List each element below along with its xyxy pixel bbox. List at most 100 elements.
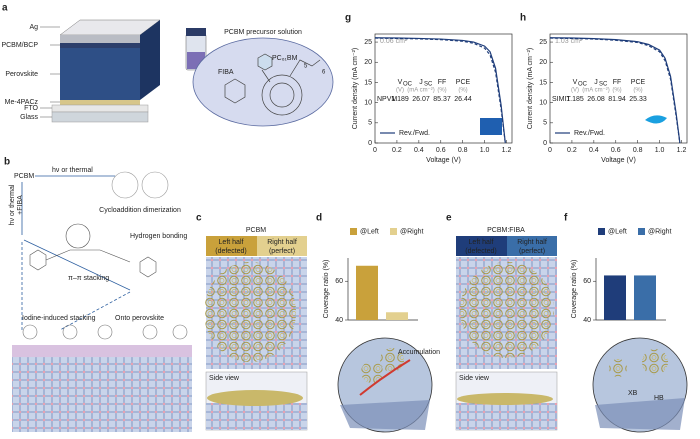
logo	[645, 115, 667, 124]
panel-label: d	[316, 213, 322, 224]
legend-swatch	[390, 228, 397, 235]
table-header-sub: OC	[578, 82, 588, 88]
annotation: HB	[654, 395, 664, 402]
y-axis-label: Coverage ratio (%)	[323, 260, 330, 319]
y-axis-label: Coverage ratio (%)	[571, 260, 578, 319]
y-axis-label: Current density (mA cm⁻²)	[527, 48, 534, 130]
iodine-text: Iodine-induced stacking	[22, 315, 96, 322]
table-header: V	[398, 79, 403, 86]
panel-e-image	[455, 236, 558, 431]
table-header: FF	[438, 79, 447, 86]
hbond-text: Hydrogen bonding	[130, 233, 187, 240]
y-tick-label: 15	[539, 79, 547, 86]
y-axis-label: Current density (mA cm⁻²)	[352, 48, 359, 130]
x-tick-label: 0	[373, 147, 377, 154]
y-tick-label: 25	[539, 39, 547, 46]
x-axis-label: Voltage (V)	[426, 157, 461, 164]
layer-label: FTO	[24, 105, 38, 112]
route-text: hν or thermal	[52, 167, 93, 174]
table-row-label: SIMIT	[552, 96, 571, 103]
jv-curve	[549, 37, 681, 144]
panel-label: b	[4, 157, 10, 168]
logo	[480, 118, 502, 135]
jv-curve	[374, 37, 506, 144]
legend-swatch	[638, 228, 645, 235]
table-unit: (V)	[396, 88, 404, 94]
legend-text: @Right	[648, 228, 672, 235]
plot-frame	[374, 33, 513, 144]
table-header: FF	[613, 79, 622, 86]
bar	[386, 312, 408, 320]
layer-label: PCBM/BCP	[1, 42, 38, 49]
table-unit: (V)	[571, 88, 579, 94]
x-axis-label: Voltage (V)	[601, 157, 636, 164]
legend-swatch	[350, 228, 357, 235]
table-unit: (%)	[458, 88, 467, 94]
annotation: Accumulation	[398, 349, 440, 356]
panel-c-image	[204, 236, 308, 431]
complex	[29, 223, 157, 278]
table-unit: (%)	[437, 88, 446, 94]
route-text: +FIBA	[17, 195, 24, 215]
panel-label: a	[2, 3, 8, 14]
solution-ellipse	[192, 37, 334, 127]
table-value: 25.33	[629, 96, 647, 103]
legend-text: Rev./Fwd.	[399, 130, 430, 137]
half-label: Left half	[469, 239, 494, 246]
table-header-sub: SC	[424, 82, 433, 88]
arrows	[21, 175, 131, 291]
dashed-arrows	[21, 242, 131, 331]
table-value: 1.185	[566, 96, 584, 103]
onto-text: Onto perovskite	[115, 315, 164, 322]
legend-text: @Left	[360, 228, 379, 235]
fiba-label: FIBA	[218, 69, 234, 76]
table-value: 26.08	[587, 96, 605, 103]
plot-frame	[549, 33, 688, 144]
area-label: 1.03 cm²	[555, 38, 583, 45]
y-tick-label: 10	[539, 99, 547, 106]
y-tick-label: 0	[543, 140, 547, 147]
x-tick-label: 0.4	[589, 147, 599, 154]
x-tick-label: 1.0	[480, 147, 490, 154]
table-value: 85.37	[433, 96, 451, 103]
layer-label: Glass	[20, 114, 38, 121]
x-tick-label: 0.8	[458, 147, 468, 154]
x-tick-label: 1.2	[502, 147, 512, 154]
stacking-text: π–π stacking	[68, 275, 109, 282]
table-header-sub: OC	[403, 82, 413, 88]
pcbm-text: PCBM	[14, 173, 34, 180]
panel-label: f	[564, 213, 568, 224]
panel-label: h	[520, 13, 526, 24]
table-header: PCE	[631, 79, 646, 86]
area-label: 0.06 cm²	[380, 38, 408, 45]
y-tick-label: 60	[583, 278, 591, 285]
half-label: Right half	[517, 239, 547, 246]
table-header: PCE	[456, 79, 471, 86]
position-label: 5	[304, 64, 308, 70]
half-label: (perfect)	[519, 248, 545, 255]
half-label: (defected)	[465, 248, 497, 255]
y-tick-label: 0	[368, 140, 372, 147]
x-tick-label: 0.6	[436, 147, 446, 154]
route-text: hν or thermal	[9, 184, 16, 225]
half-label: Right half	[267, 239, 297, 246]
x-tick-label: 0.2	[567, 147, 577, 154]
layer-label: Perovskite	[5, 71, 38, 78]
table-header-sub: SC	[599, 82, 608, 88]
legend-swatch	[598, 228, 605, 235]
table-header: J	[594, 79, 598, 86]
half-label: (defected)	[215, 248, 247, 255]
table-unit: (mA cm⁻²)	[582, 88, 610, 94]
pcbm-label: PC₆₁BM	[272, 55, 298, 62]
bar	[634, 275, 656, 320]
panel-label: g	[345, 13, 351, 24]
bar	[604, 275, 626, 320]
legend-text: @Right	[400, 228, 424, 235]
dimer	[111, 171, 169, 199]
molecules	[224, 53, 321, 116]
y-tick-label: 25	[364, 39, 372, 46]
device-stack	[40, 19, 161, 123]
panel-label: c	[196, 213, 202, 224]
y-tick-label: 20	[364, 59, 372, 66]
half-label: Left half	[219, 239, 244, 246]
